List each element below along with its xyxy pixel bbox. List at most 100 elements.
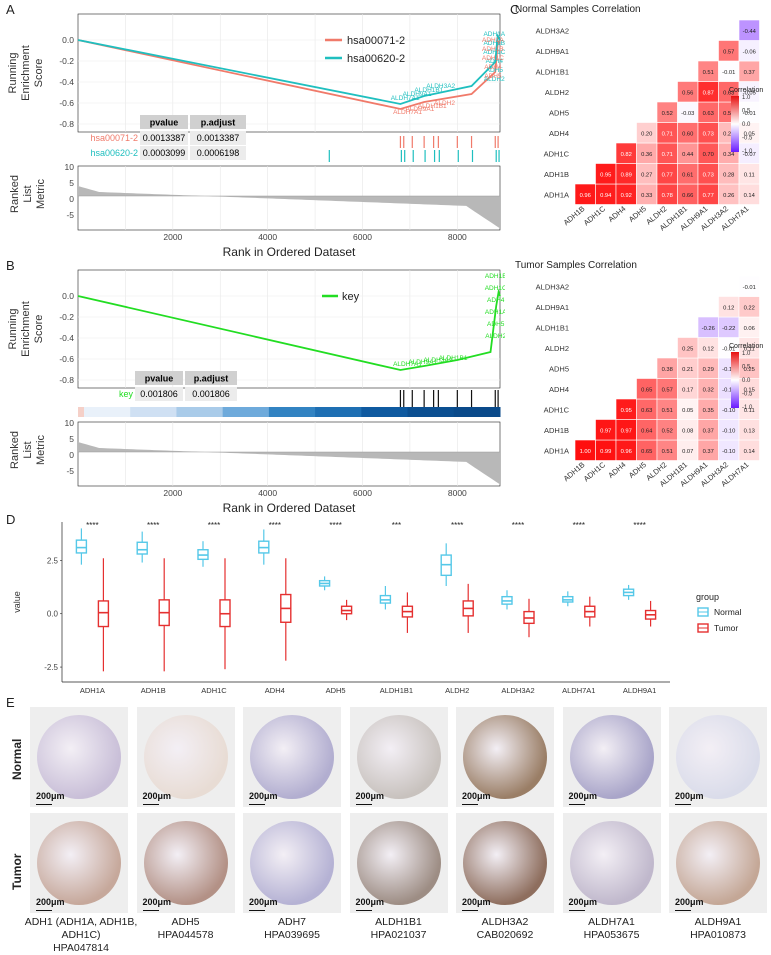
ihc-antibody-id: HPA047814 <box>53 942 109 954</box>
heatmap-row-label: ALDH2 <box>545 344 569 353</box>
es-y-tick: 0.0 <box>62 291 74 301</box>
tissue-core <box>569 821 654 905</box>
heatmap-value: 0.38 <box>662 367 673 373</box>
scale-bar-label: 200μm <box>249 897 278 907</box>
tissue-core <box>356 715 441 799</box>
table-cell-bg <box>185 387 237 401</box>
x-tick-label: ADH1B <box>141 686 166 695</box>
table-cell-bg <box>140 146 188 160</box>
heatmap-value: 0.32 <box>703 387 714 393</box>
scale-bar-label: 200μm <box>675 791 704 801</box>
rank-color-bar-segment <box>315 407 362 417</box>
panel-label-d: D <box>6 512 16 527</box>
heatmap-value: 1.00 <box>580 449 591 455</box>
tissue-core <box>37 715 121 799</box>
es-y-tick: 0.0 <box>62 35 74 45</box>
heatmap-value: 0.65 <box>641 387 652 393</box>
rank-color-bar-segment <box>78 407 85 417</box>
table-row-name: hsa00620-2 <box>90 148 138 158</box>
ihc-column-caption: ALDH1B1 HPA021037 <box>334 916 464 942</box>
es-curve-key <box>77 288 501 371</box>
x-tick-label: ALDH1B1 <box>380 686 413 695</box>
heatmap-value: 0.08 <box>682 428 693 434</box>
box-tumor <box>97 600 110 628</box>
heatmap-value: 0.28 <box>723 172 734 178</box>
gene-label-hsa00071: ADH4 <box>484 64 502 71</box>
tissue-core <box>356 821 441 905</box>
rank-color-bar-segment <box>268 407 316 417</box>
scale-bar-label: 200μm <box>36 897 65 907</box>
x-tick: 4000 <box>258 488 277 498</box>
correlation-heatmap-tumor: Tumor Samples Correlation ADH1A 1.00 0.99 0.… <box>515 260 763 488</box>
ihc-tile-normal: 200μm <box>243 707 341 807</box>
ranked-metric-area <box>78 442 500 485</box>
panel-label-b: B <box>6 258 15 273</box>
y-axis-title: value <box>12 591 22 613</box>
heatmap-value: 0.05 <box>682 408 693 414</box>
x-tick-label: ALDH2 <box>445 686 469 695</box>
tissue-core <box>143 715 228 799</box>
tissue-core <box>569 715 654 799</box>
es-curve-hsa00620 <box>77 33 501 105</box>
box-normal <box>75 539 88 554</box>
heatmap-value: 0.06 <box>744 326 755 332</box>
gsea-plot-a: 0.0 -0.2 -0.4 -0.6 -0.8 Running Enrichment Scor… <box>7 13 505 259</box>
ihc-antibody-id: HPA044578 <box>157 929 214 941</box>
expression-boxplot: 2.5 0.0 -2.5 value ADH1A **** ADH1B **** ADH1C **… <box>12 521 742 695</box>
heatmap-value: 0.70 <box>703 152 714 158</box>
x-tick-label: ADH5 <box>326 686 346 695</box>
heatmap-value: -0.12 <box>722 367 735 373</box>
gene-label-key: ALDH7A1 <box>393 361 422 368</box>
scale-bar-label: 200μm <box>142 897 172 907</box>
heatmap-value: 0.21 <box>682 367 693 373</box>
rank-axis-title: List <box>22 185 34 202</box>
heatmap-value: -0.10 <box>722 428 735 434</box>
ihc-tile-normal: 200μm <box>349 707 448 807</box>
es-axis-title: Running <box>7 309 19 350</box>
tissue-core <box>250 821 334 905</box>
x-axis-title: Rank in Ordered Dataset <box>223 245 356 259</box>
gene-label-key: ADH1A <box>485 309 505 316</box>
heatmap-legend-bar <box>731 352 739 408</box>
table-cell-bg <box>190 146 246 160</box>
heatmap-legend-tick: -0.5 <box>742 136 753 142</box>
heatmap-legend-title: Correlation <box>729 87 763 94</box>
table-cell-bg <box>190 131 246 145</box>
significance-label: **** <box>329 521 341 530</box>
panel-label-c: C <box>510 2 520 17</box>
ihc-row-label-normal: Normal <box>10 738 24 780</box>
heatmap-row-label: ADH4 <box>549 385 569 394</box>
significance-label: **** <box>147 521 159 530</box>
scale-bar-label: 200μm <box>568 897 598 907</box>
scale-bar-label: 200μm <box>462 791 491 801</box>
rank-axis-title: Metric <box>35 435 47 465</box>
table-row-name: hsa00071-2 <box>90 133 138 143</box>
heatmap-value: 0.92 <box>621 193 632 199</box>
table-header: pvalue <box>145 374 174 384</box>
heatmap-value: 0.77 <box>662 172 673 178</box>
gene-label-hsa00620: ALDH1B1 <box>414 87 443 94</box>
es-y-tick: -0.8 <box>59 375 74 385</box>
gene-label-hsa00620: ADH1A <box>483 31 505 38</box>
heatmap-value: 0.51 <box>662 449 673 455</box>
ihc-tile-normal: 200μm <box>669 707 767 807</box>
ihc-gene-name: ALDH1B1 <box>375 916 422 928</box>
heatmap-value: 0.27 <box>641 172 652 178</box>
significance-label: **** <box>208 521 220 530</box>
heatmap-value: 0.63 <box>641 408 652 414</box>
heatmap-value: 0.56 <box>682 90 693 96</box>
ihc-gene-name: ADH7 <box>277 916 306 928</box>
heatmap-value: 0.52 <box>662 428 673 434</box>
ihc-antibody-id: HPA021037 <box>370 929 427 941</box>
heatmap-value: 0.57 <box>723 49 734 55</box>
ihc-tile-tumor: 200μm <box>30 813 128 913</box>
scale-bar-label: 200μm <box>675 897 704 907</box>
table-pvalue: 0.001806 <box>140 389 178 399</box>
heatmap-value: 0.97 <box>621 428 632 434</box>
x-tick: 2000 <box>163 232 182 242</box>
heatmap-legend-tick: 0.5 <box>742 109 751 115</box>
heatmap-legend-tick: 1.0 <box>742 95 751 101</box>
gene-label-hsa00620: ADH1C <box>483 49 505 56</box>
ihc-gene-name: ALDH3A2 <box>481 916 529 928</box>
rank-y-tick: 5 <box>69 178 74 188</box>
